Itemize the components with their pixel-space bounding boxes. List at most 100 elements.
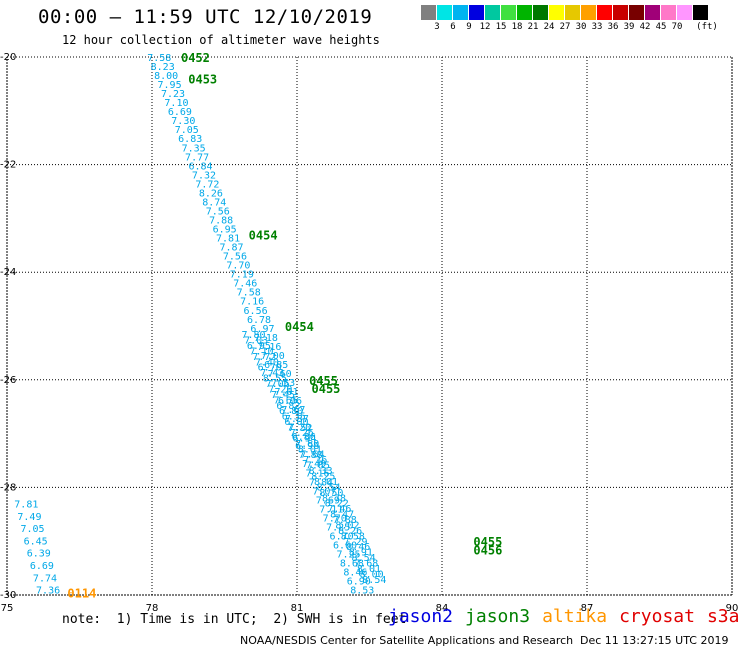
legend-label: 36 [607,22,619,32]
track-value: 7.49 [302,459,326,470]
track-value: 7.53 [271,378,295,389]
pass-time-label: 0455 [312,382,341,396]
legend-swatch-1 [437,5,453,20]
satellite-jason3: jason3 [465,606,531,627]
track-value: 8.00 [154,71,178,82]
track-value: 7.16 [240,297,264,308]
legend-labels: 3 6 9 12 15 18 21 24 27 30 33 36 39 42 45 70 (ft) [421,20,740,34]
satellite-altika: altika [542,606,608,627]
track-value: 7.45 [271,390,295,401]
legend-label: 45 [655,22,667,32]
legend-swatch-2 [453,5,469,20]
track-value: 7.11 [319,504,343,515]
track-value: 7.60 [268,369,292,380]
track-value: 7.70 [226,261,250,272]
x-tick-label: 78 [146,603,159,614]
legend-label: 70 [671,22,683,32]
track-value: 7.67 [281,405,305,416]
map-subtitle: 12 hour collection of altimeter wave hei… [62,33,380,47]
track-value: 7.32 [192,170,216,181]
track-value: 8.50 [319,488,343,499]
legend-swatch-6 [517,5,533,20]
track-value: 7.88 [333,515,357,526]
track-value: 6.45 [24,536,48,547]
track-value: 7.10 [250,346,274,357]
track-value: 6.78 [247,315,271,326]
track-value: 7.88 [299,450,323,461]
x-tick-label: 84 [436,603,449,614]
pass-time-label: 0454 [285,320,314,334]
track-value: 7.88 [209,215,233,226]
track-value: 7.36 [303,455,327,466]
track-value: 8.68 [340,559,364,570]
legend-label: 39 [623,22,635,32]
track-value: 7.00 [261,351,285,362]
track-value: 7.68 [354,559,378,570]
track-value: 7.03 [244,336,268,347]
track-value: 6.95 [213,225,237,236]
track-value: 8.47 [330,510,354,521]
track-value: 8.54 [362,575,386,586]
track-value: 7.20 [287,423,311,434]
track-value: 7.16 [257,342,281,353]
x-tick-label: 75 [1,603,14,614]
track-value: 7.58 [147,53,171,64]
track-value: 7.52 [288,423,312,434]
track-value: 7.46 [233,279,257,290]
track-value: 7.29 [343,537,367,548]
track-value: 6.39 [27,549,51,560]
satellite-s3a: s3a [706,606,740,627]
track-value: 7.56 [206,206,230,217]
track-value: 6.00 [284,417,308,428]
legend-label: 21 [527,22,539,32]
legend-label: 6 [450,22,456,32]
pass-time-label: 0453 [188,73,217,87]
track-value: 7.72 [252,352,276,363]
legend-swatch-10 [581,5,597,20]
track-value: 7.07 [312,486,336,497]
track-value: 7.01 [275,387,299,398]
track-value: 8.58 [341,531,365,542]
track-value: 8.74 [202,197,226,208]
track-value: 7.74 [33,573,57,584]
track-value: 8.26 [199,188,223,199]
track-value: 6.70 [258,363,282,374]
track-value: 8.78 [322,493,346,504]
legend-label: 27 [559,22,571,32]
track-value: 6.90 [347,577,371,588]
track-value: 7.69 [316,495,340,506]
y-tick-label: -20 [0,52,16,63]
legend-swatch-7 [533,5,549,20]
legend-swatch-13 [629,5,645,20]
y-tick-label: -28 [0,482,16,493]
satellite-cryosat: cryosat [619,606,695,627]
legend-label: 18 [511,22,523,32]
track-value: 7.49 [17,512,41,523]
map-frame [6,56,733,596]
track-value: 7.40 [255,357,279,368]
track-value: 6.95 [247,341,271,352]
track-value: 7.80 [295,439,319,450]
track-value: 8.02 [335,520,359,531]
track-value: 7.18 [254,333,278,344]
y-tick-label: -22 [0,160,16,171]
legend-label: 15 [495,22,507,32]
track-value: 7.23 [161,89,185,100]
x-tick-label: 90 [726,603,739,614]
legend-color-scale [421,5,740,20]
track-value: 8.91 [349,548,373,559]
x-tick-label: 81 [291,603,304,614]
track-value: 7.06 [266,379,290,390]
pass-time-label: 0452 [181,51,210,65]
legend-swatch-0 [421,5,437,20]
track-value: 6.69 [168,107,192,118]
legend-swatch-14 [645,5,661,20]
legend-swatch-9 [565,5,581,20]
track-value: 7.26 [290,428,314,439]
track-value: 7.72 [195,179,219,190]
track-value: 7.37 [285,414,309,425]
track-value: 7.77 [185,152,209,163]
legend-swatch-12 [613,5,629,20]
track-value: 6.70 [330,531,354,542]
